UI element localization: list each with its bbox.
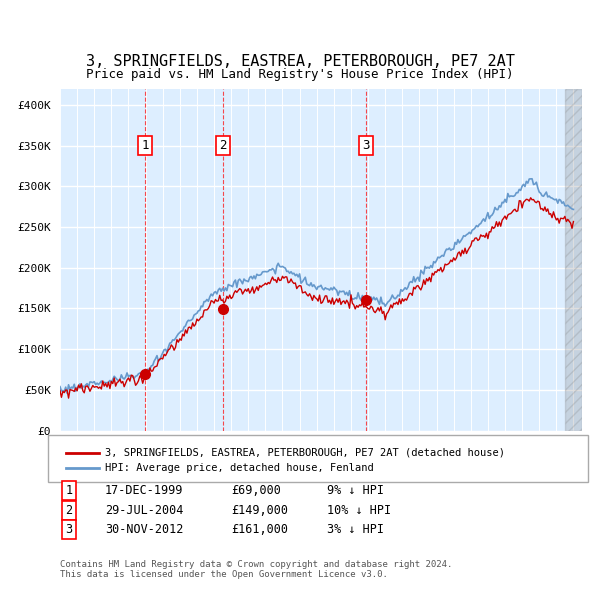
Bar [565,88,582,431]
Text: 3, SPRINGFIELDS, EASTREA, PETERBOROUGH, PE7 2AT (detached house): 3, SPRINGFIELDS, EASTREA, PETERBOROUGH, … [105,448,505,457]
Text: 29-JUL-2004: 29-JUL-2004 [105,504,184,517]
Text: Price paid vs. HM Land Registry's House Price Index (HPI): Price paid vs. HM Land Registry's House … [86,68,514,81]
Text: 1: 1 [141,139,149,152]
Text: 9% ↓ HPI: 9% ↓ HPI [327,484,384,497]
Text: 3: 3 [362,139,370,152]
Text: £161,000: £161,000 [231,523,288,536]
Text: 3: 3 [65,523,73,536]
Text: 2: 2 [65,504,73,517]
Text: 30-NOV-2012: 30-NOV-2012 [105,523,184,536]
Text: 17-DEC-1999: 17-DEC-1999 [105,484,184,497]
Text: 10% ↓ HPI: 10% ↓ HPI [327,504,391,517]
Text: 1: 1 [65,484,73,497]
Text: £149,000: £149,000 [231,504,288,517]
Text: 3, SPRINGFIELDS, EASTREA, PETERBOROUGH, PE7 2AT: 3, SPRINGFIELDS, EASTREA, PETERBOROUGH, … [86,54,514,70]
Text: Contains HM Land Registry data © Crown copyright and database right 2024.
This d: Contains HM Land Registry data © Crown c… [60,560,452,579]
Text: 3% ↓ HPI: 3% ↓ HPI [327,523,384,536]
Text: £69,000: £69,000 [231,484,281,497]
Text: HPI: Average price, detached house, Fenland: HPI: Average price, detached house, Fenl… [105,463,374,473]
Text: 2: 2 [220,139,227,152]
